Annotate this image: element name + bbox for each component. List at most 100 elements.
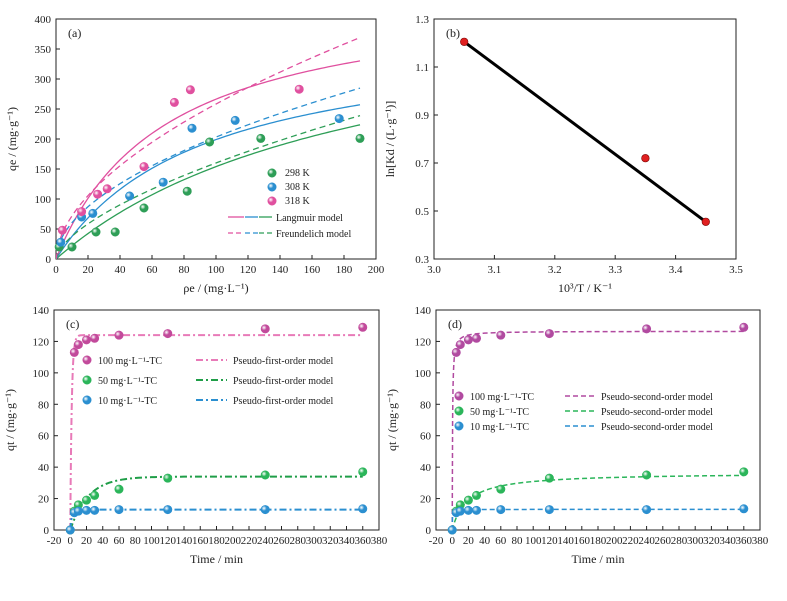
x-tick-label: 3.2: [548, 264, 562, 276]
y-axis-label: qt / (mg·g⁻¹): [385, 389, 399, 451]
model-curve: [69, 475, 363, 531]
data-point: [358, 322, 368, 332]
x-tick-label: 200: [368, 264, 385, 276]
y-tick-label: 100: [33, 368, 50, 380]
y-tick-label: 1.1: [415, 62, 429, 74]
legend-label: 50 mg·L⁻¹-TC: [470, 407, 529, 418]
x-tick-label: 200: [606, 535, 623, 547]
data-point: [463, 495, 473, 505]
x-tick-label: 3.0: [427, 264, 441, 276]
legend-label: Pseudo-second-order model: [601, 422, 713, 433]
data-point: [139, 162, 149, 172]
x-tick-label: 140: [557, 535, 574, 547]
plot-frame: [433, 18, 737, 260]
x-tick-label: 140: [272, 264, 289, 276]
data-point: [114, 484, 124, 494]
data-point: [544, 505, 554, 515]
x-tick-label: 320: [322, 535, 339, 547]
y-tick-label: 200: [35, 134, 52, 146]
x-tick-label: 3.4: [669, 264, 683, 276]
x-tick-label: 0: [449, 535, 455, 547]
model-curve: [451, 474, 744, 531]
y-tick-label: 1.3: [415, 14, 429, 26]
x-tick-label: 3.5: [729, 264, 743, 276]
chart-a: 0 20 40 60 80 100 120 140 160 180 200 0 50 100 150 200 2…: [5, 14, 385, 295]
chart-d: -20 0 20 40 60 80 100 120 140 160 180 200 220 240 260 2…: [385, 305, 769, 566]
x-tick-label: 300: [687, 535, 704, 547]
y-tick-label: 0: [426, 525, 432, 537]
data-point: [641, 154, 650, 163]
data-point: [230, 115, 240, 125]
data-point: [701, 217, 710, 226]
x-tick-label: 160: [192, 535, 209, 547]
legend-label: 100 mg·L⁻¹-TC: [470, 392, 534, 403]
data-point: [182, 186, 192, 196]
legend-label: Pseudo-second-order model: [601, 407, 713, 418]
y-tick-label: 0: [44, 525, 50, 537]
data-point: [739, 322, 749, 332]
y-tick-label: 300: [35, 74, 52, 86]
data-point: [471, 490, 481, 500]
legend-label: Freundelich model: [276, 229, 351, 240]
y-tick-label: 40: [420, 462, 432, 474]
panel-label: (b): [446, 26, 460, 40]
data-point: [82, 505, 92, 515]
data-point: [169, 97, 179, 107]
x-axis-label: Time / min: [572, 552, 625, 566]
x-tick-label: 300: [306, 535, 323, 547]
data-point: [185, 85, 195, 95]
data-point: [163, 329, 173, 339]
x-tick-label: 180: [336, 264, 353, 276]
model-curve: [69, 334, 363, 531]
data-point: [91, 227, 101, 237]
data-point: [205, 137, 215, 147]
x-tick-label: 380: [371, 535, 388, 547]
x-tick-label: 20: [81, 535, 93, 547]
data-point: [544, 329, 554, 339]
data-point: [463, 505, 473, 515]
langmuir-curve: [56, 124, 361, 259]
data-point: [163, 473, 173, 483]
chart-b: 3.0 3.1 3.2 3.3 3.4 3.5 0.3 0.5 0.7 0.9 1.1 1.3 (b) 1…: [383, 14, 743, 295]
data-point: [739, 467, 749, 477]
data-point: [471, 505, 481, 515]
chart-c: -20 0 20 40 60 80 100 120 140 160 180 200 220 240 260 2…: [3, 305, 388, 566]
y-tick-label: 120: [415, 336, 432, 348]
x-tick-label: 120: [160, 535, 177, 547]
data-point: [88, 208, 98, 218]
y-axis-label: qt / (mg·g⁻¹): [3, 389, 17, 451]
x-tick-label: 80: [130, 535, 142, 547]
panel-label: (a): [68, 26, 81, 40]
data-point: [447, 525, 457, 535]
legend-marker: [267, 196, 277, 206]
data-point: [102, 184, 112, 194]
fit-line: [463, 40, 707, 224]
data-point: [260, 324, 270, 334]
legend-label: 50 mg·L⁻¹-TC: [98, 376, 157, 387]
data-point: [82, 335, 92, 345]
x-tick-label: 340: [338, 535, 355, 547]
y-tick-label: 100: [415, 368, 432, 380]
data-point: [471, 333, 481, 343]
x-tick-label: 40: [479, 535, 491, 547]
x-tick-label: 240: [257, 535, 274, 547]
x-tick-label: 140: [176, 535, 193, 547]
x-tick-label: 60: [495, 535, 507, 547]
x-tick-label: -20: [429, 535, 444, 547]
x-tick-label: 40: [115, 264, 127, 276]
legend-marker: [454, 406, 464, 416]
panel-label: (d): [448, 317, 462, 331]
x-tick-label: 360: [736, 535, 753, 547]
data-point: [642, 470, 652, 480]
legend-label: 318 K: [285, 196, 311, 207]
data-point: [294, 84, 304, 94]
data-point: [358, 467, 368, 477]
data-point: [642, 324, 652, 334]
x-tick-label: 40: [97, 535, 109, 547]
y-tick-label: 50: [40, 224, 52, 236]
x-tick-label: 360: [355, 535, 372, 547]
x-tick-label: 3.1: [488, 264, 502, 276]
data-point: [544, 473, 554, 483]
data-point: [455, 340, 465, 350]
legend-marker: [82, 375, 92, 385]
